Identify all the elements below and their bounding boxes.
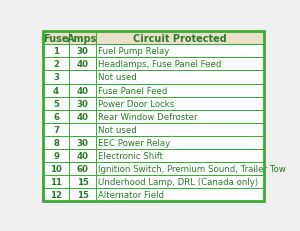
Bar bbox=[69, 162, 96, 175]
Text: Power Door Locks: Power Door Locks bbox=[98, 99, 174, 108]
Bar bbox=[43, 162, 69, 175]
Text: 30: 30 bbox=[76, 99, 88, 108]
Text: 8: 8 bbox=[53, 138, 59, 147]
Bar bbox=[96, 175, 264, 188]
Bar bbox=[43, 175, 69, 188]
Bar bbox=[96, 188, 264, 201]
Bar bbox=[69, 110, 96, 123]
Text: 40: 40 bbox=[76, 86, 88, 95]
Text: 1: 1 bbox=[53, 47, 59, 56]
Text: 30: 30 bbox=[76, 47, 88, 56]
Text: Ignition Switch, Premium Sound, Trailer Tow: Ignition Switch, Premium Sound, Trailer … bbox=[98, 164, 286, 173]
Text: 6: 6 bbox=[53, 112, 59, 121]
Text: 15: 15 bbox=[76, 190, 88, 199]
Bar bbox=[43, 84, 69, 97]
Bar bbox=[96, 71, 264, 84]
Text: 40: 40 bbox=[76, 60, 88, 69]
Text: Rear Window Defroster: Rear Window Defroster bbox=[98, 112, 198, 121]
Bar bbox=[96, 162, 264, 175]
Text: Alternator Field: Alternator Field bbox=[98, 190, 164, 199]
Text: 7: 7 bbox=[53, 125, 59, 134]
Bar bbox=[96, 136, 264, 149]
Text: 5: 5 bbox=[53, 99, 59, 108]
Text: 2: 2 bbox=[53, 60, 59, 69]
Text: Fuse: Fuse bbox=[43, 34, 69, 44]
Bar bbox=[69, 136, 96, 149]
Bar bbox=[43, 123, 69, 136]
Text: Not used: Not used bbox=[98, 125, 137, 134]
Bar bbox=[96, 45, 264, 58]
Text: 3: 3 bbox=[53, 73, 59, 82]
Text: EEC Power Relay: EEC Power Relay bbox=[98, 138, 170, 147]
Bar bbox=[69, 123, 96, 136]
Text: 15: 15 bbox=[76, 177, 88, 186]
Bar bbox=[43, 110, 69, 123]
Bar bbox=[96, 110, 264, 123]
Bar bbox=[43, 45, 69, 58]
Text: 10: 10 bbox=[50, 164, 62, 173]
Text: Not used: Not used bbox=[98, 73, 137, 82]
Text: Electronic Shift: Electronic Shift bbox=[98, 151, 163, 160]
Bar bbox=[69, 45, 96, 58]
Bar bbox=[69, 97, 96, 110]
Bar bbox=[96, 58, 264, 71]
Bar bbox=[69, 58, 96, 71]
Bar bbox=[69, 149, 96, 162]
Bar bbox=[96, 123, 264, 136]
Text: 4: 4 bbox=[53, 86, 59, 95]
Bar bbox=[43, 58, 69, 71]
Bar bbox=[69, 188, 96, 201]
Bar bbox=[96, 149, 264, 162]
Text: 9: 9 bbox=[53, 151, 59, 160]
Bar bbox=[43, 188, 69, 201]
Bar bbox=[96, 97, 264, 110]
Text: Headlamps, Fuse Panel Feed: Headlamps, Fuse Panel Feed bbox=[98, 60, 222, 69]
Bar bbox=[43, 136, 69, 149]
Bar bbox=[43, 32, 69, 45]
Bar bbox=[43, 97, 69, 110]
Text: Circuit Protected: Circuit Protected bbox=[134, 34, 227, 44]
Text: Fuel Pump Relay: Fuel Pump Relay bbox=[98, 47, 170, 56]
Text: 40: 40 bbox=[76, 151, 88, 160]
Bar bbox=[69, 84, 96, 97]
Bar bbox=[96, 32, 264, 45]
Text: 60: 60 bbox=[76, 164, 88, 173]
Text: Fuse Panel Feed: Fuse Panel Feed bbox=[98, 86, 168, 95]
Text: 12: 12 bbox=[50, 190, 62, 199]
Bar bbox=[69, 32, 96, 45]
Bar bbox=[43, 71, 69, 84]
Text: Underhood Lamp, DRL (Canada only): Underhood Lamp, DRL (Canada only) bbox=[98, 177, 258, 186]
Text: Amps: Amps bbox=[67, 34, 98, 44]
Bar bbox=[69, 175, 96, 188]
Bar bbox=[69, 71, 96, 84]
Text: 11: 11 bbox=[50, 177, 62, 186]
Text: 30: 30 bbox=[76, 138, 88, 147]
Bar bbox=[96, 84, 264, 97]
Text: 40: 40 bbox=[76, 112, 88, 121]
Bar bbox=[43, 149, 69, 162]
